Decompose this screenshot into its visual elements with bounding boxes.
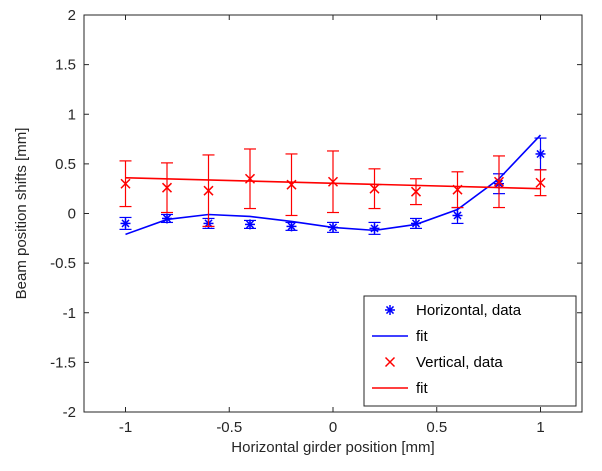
legend-item: Vertical, data <box>384 354 503 371</box>
x-axis-label: Horizontal girder position [mm] <box>231 439 434 456</box>
marker-stroke <box>453 211 462 220</box>
x-tick-label: 0 <box>329 419 337 436</box>
legend-label: fit <box>416 380 429 397</box>
marker-stroke <box>493 176 505 187</box>
marker-stroke <box>120 178 131 189</box>
marker-stroke <box>369 183 380 194</box>
legend-label: Horizontal, data <box>416 302 522 319</box>
legend-item: fit <box>372 328 429 345</box>
fit-line <box>125 134 542 236</box>
x-marker <box>120 178 131 189</box>
marker-stroke <box>410 186 422 197</box>
x-marker <box>327 176 339 187</box>
marker-stroke <box>327 176 339 187</box>
marker-stroke <box>536 149 545 159</box>
legend: Horizontal, data fit Vertical, data fit <box>363 295 577 407</box>
y-tick-label: 2 <box>68 7 76 24</box>
axes: -1 -0.5 0 0.5 1 -2 -1.5 -1 -0.5 0 0.5 1 1.5 2 <box>50 7 583 436</box>
marker-stroke <box>203 185 214 196</box>
legend-label: fit <box>416 328 429 345</box>
marker-stroke <box>385 305 395 315</box>
x-marker <box>384 356 396 368</box>
asterisk-marker <box>385 305 395 315</box>
y-tick-label: 1 <box>68 106 76 123</box>
x-marker <box>161 182 173 193</box>
y-tick-label: -1 <box>63 305 76 322</box>
asterisk-marker <box>120 218 131 229</box>
marker-stroke <box>535 177 546 188</box>
legend-label: Vertical, data <box>416 354 503 371</box>
x-marker <box>493 176 505 187</box>
x-tick-label: -1 <box>119 419 132 436</box>
x-marker <box>369 183 380 194</box>
x-tick-label: 1 <box>536 419 544 436</box>
marker-stroke <box>161 182 173 193</box>
x-tick-label: -0.5 <box>216 419 242 436</box>
series-1 <box>125 134 542 236</box>
marker-stroke <box>121 219 130 228</box>
marker-stroke <box>411 219 421 228</box>
asterisk-marker <box>286 221 297 232</box>
asterisk-marker <box>535 148 546 159</box>
series-2 <box>119 148 547 228</box>
x-tick-label: 0.5 <box>426 419 447 436</box>
x-marker <box>410 186 422 197</box>
y-tick-label: 1.5 <box>55 57 76 74</box>
y-tick-label: -2 <box>63 404 76 421</box>
y-tick-label: 0.5 <box>55 156 76 173</box>
asterisk-marker <box>245 219 255 230</box>
y-tick-label: -1.5 <box>50 354 76 371</box>
plot-area <box>119 134 547 236</box>
x-marker <box>535 177 546 188</box>
legend-item: Horizontal, data <box>385 302 522 319</box>
asterisk-marker <box>411 218 421 229</box>
fit-line <box>125 176 541 190</box>
asterisk-marker <box>452 210 463 221</box>
marker-stroke <box>384 356 396 368</box>
marker-stroke <box>287 222 296 231</box>
y-tick-label: 0 <box>68 206 76 223</box>
legend-item: fit <box>372 380 429 397</box>
y-axis-label: Beam position shifts [mm] <box>13 128 30 300</box>
asterisk-marker <box>369 223 380 234</box>
series-3 <box>125 176 541 190</box>
y-tick-label: -0.5 <box>50 255 76 272</box>
marker-stroke <box>245 220 255 229</box>
x-marker <box>203 185 214 196</box>
